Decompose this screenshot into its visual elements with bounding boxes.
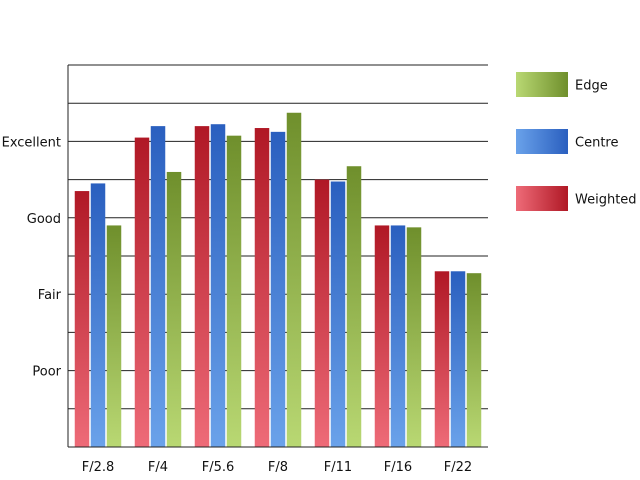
y-tick-label: Excellent <box>2 135 61 150</box>
y-tick-label: Fair <box>38 288 62 303</box>
bar-weighted-4 <box>314 179 330 447</box>
bar-centre-6 <box>450 271 466 447</box>
y-tick-label: Good <box>27 212 61 227</box>
x-tick-label: F/16 <box>384 460 412 475</box>
bar-weighted-0 <box>74 191 90 447</box>
x-tick-label: F/22 <box>444 460 472 475</box>
legend-label-centre: Centre <box>575 136 618 151</box>
x-tick-label: F/5.6 <box>202 460 235 475</box>
bar-edge-1 <box>166 171 182 447</box>
bar-edge-2 <box>226 135 242 448</box>
y-tick-label: Poor <box>32 365 61 380</box>
bar-centre-2 <box>210 124 226 448</box>
bar-weighted-5 <box>374 225 390 447</box>
bar-edge-3 <box>286 112 302 447</box>
bar-edge-5 <box>406 227 422 447</box>
axes <box>67 65 488 448</box>
x-tick-label: F/2.8 <box>82 460 115 475</box>
bar-centre-5 <box>390 225 406 447</box>
bar-weighted-1 <box>134 137 150 447</box>
bar-centre-3 <box>270 131 286 447</box>
bar-weighted-6 <box>434 271 450 447</box>
legend-swatch-centre <box>516 129 568 154</box>
x-tick-labels: F/2.8 F/4 F/5.6 F/8 F/11 F/16 F/22 <box>82 460 472 475</box>
bar-edge-6 <box>466 273 482 447</box>
legend-label-edge: Edge <box>575 79 608 94</box>
legend: Edge Centre Weighted <box>516 72 637 211</box>
bar-weighted-3 <box>254 128 270 447</box>
bar-centre-4 <box>330 181 346 447</box>
x-tick-label: F/8 <box>268 460 288 475</box>
bar-centre-0 <box>90 183 106 448</box>
bar-weighted-2 <box>194 126 210 448</box>
bars <box>74 112 482 448</box>
bar-centre-1 <box>150 126 166 448</box>
legend-swatch-edge <box>516 72 568 97</box>
bar-edge-4 <box>346 166 362 448</box>
x-tick-label: F/4 <box>148 460 168 475</box>
x-tick-label: F/11 <box>324 460 352 475</box>
legend-swatch-weighted <box>516 186 568 211</box>
legend-label-weighted: Weighted <box>575 193 637 208</box>
bar-edge-0 <box>106 225 122 447</box>
y-tick-labels: Poor Fair Good Excellent <box>2 135 62 379</box>
